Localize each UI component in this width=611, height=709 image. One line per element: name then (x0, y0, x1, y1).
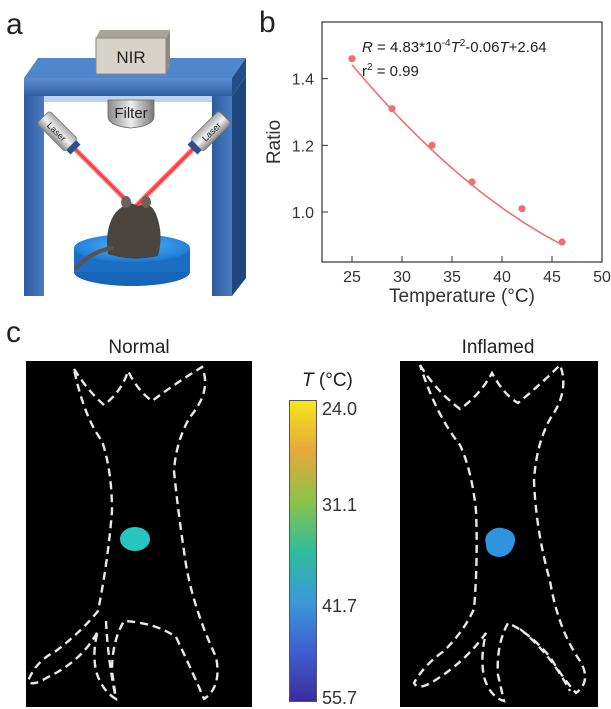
colorbar-tick-4: 55.7 (322, 688, 358, 708)
axis-ticks: 25 30 35 40 45 50 1.0 1.2 1.4 (292, 72, 611, 286)
mouse (107, 204, 161, 259)
ratio-temperature-chart: 25 30 35 40 45 50 1.0 1.2 1.4 R = 4.83*10-4T2-0.… (264, 21, 611, 307)
imaging-setup-illustration: NIR Filter Laser Laser (24, 30, 246, 296)
x-tick-label: 25 (343, 269, 361, 286)
panel-label-c: c (6, 316, 21, 349)
temperature-colorbar (289, 400, 317, 702)
x-axis-label: Temperature (°C) (389, 286, 535, 307)
colorbar-tick-1: 24.0 (322, 399, 358, 419)
y-tick-label: 1.4 (292, 72, 314, 89)
normal-image-title: Normal (108, 337, 170, 358)
plot-frame (321, 21, 603, 263)
inflamed-thermal-image (400, 361, 598, 707)
y-tick-label: 1.2 (292, 138, 314, 155)
nir-camera-box (95, 37, 167, 75)
inflamed-mouse-outline (412, 362, 587, 703)
x-tick-label: 30 (393, 269, 411, 286)
laser-left: Laser (37, 111, 81, 155)
laser-beam-left (67, 141, 135, 209)
filter-label: Filter (114, 105, 147, 122)
frame-right-leg (212, 96, 232, 296)
inflamed-image-title: Inflamed (461, 337, 535, 358)
normal-thermal-image (26, 361, 252, 707)
y-tick-label: 1.0 (292, 205, 314, 222)
normal-mouse-outline (26, 365, 219, 702)
x-tick-label: 50 (593, 269, 611, 286)
data-point (428, 141, 436, 149)
inflamed-inflammation-spot (485, 527, 515, 557)
data-points (348, 55, 566, 246)
colorbar-tick-2: 31.1 (322, 495, 358, 515)
laser-right: Laser (187, 111, 231, 155)
data-point (518, 205, 526, 213)
normal-inflammation-spot (120, 527, 150, 551)
frame-front-bar (24, 78, 232, 96)
data-point (348, 55, 356, 63)
data-point (558, 238, 566, 246)
fit-equation: R = 4.83*10-4T2-0.06T+2.64 (362, 38, 547, 56)
data-point (388, 105, 396, 113)
x-tick-label: 35 (443, 269, 461, 286)
fit-curve (351, 64, 563, 246)
fit-r-squared: r2 = 0.99 (362, 62, 419, 80)
filter-lens (107, 99, 155, 129)
data-point (468, 178, 476, 186)
x-tick-label: 45 (543, 269, 561, 286)
nir-label: NIR (116, 48, 145, 67)
frame-left-leg (24, 96, 44, 296)
x-tick-label: 40 (493, 269, 511, 286)
y-axis-label: Ratio (264, 120, 285, 164)
colorbar-tick-3: 41.7 (322, 596, 358, 616)
panel-label-b: b (259, 6, 276, 39)
colorbar-label: T (°C) (302, 370, 353, 391)
panel-label-a: a (6, 8, 23, 41)
